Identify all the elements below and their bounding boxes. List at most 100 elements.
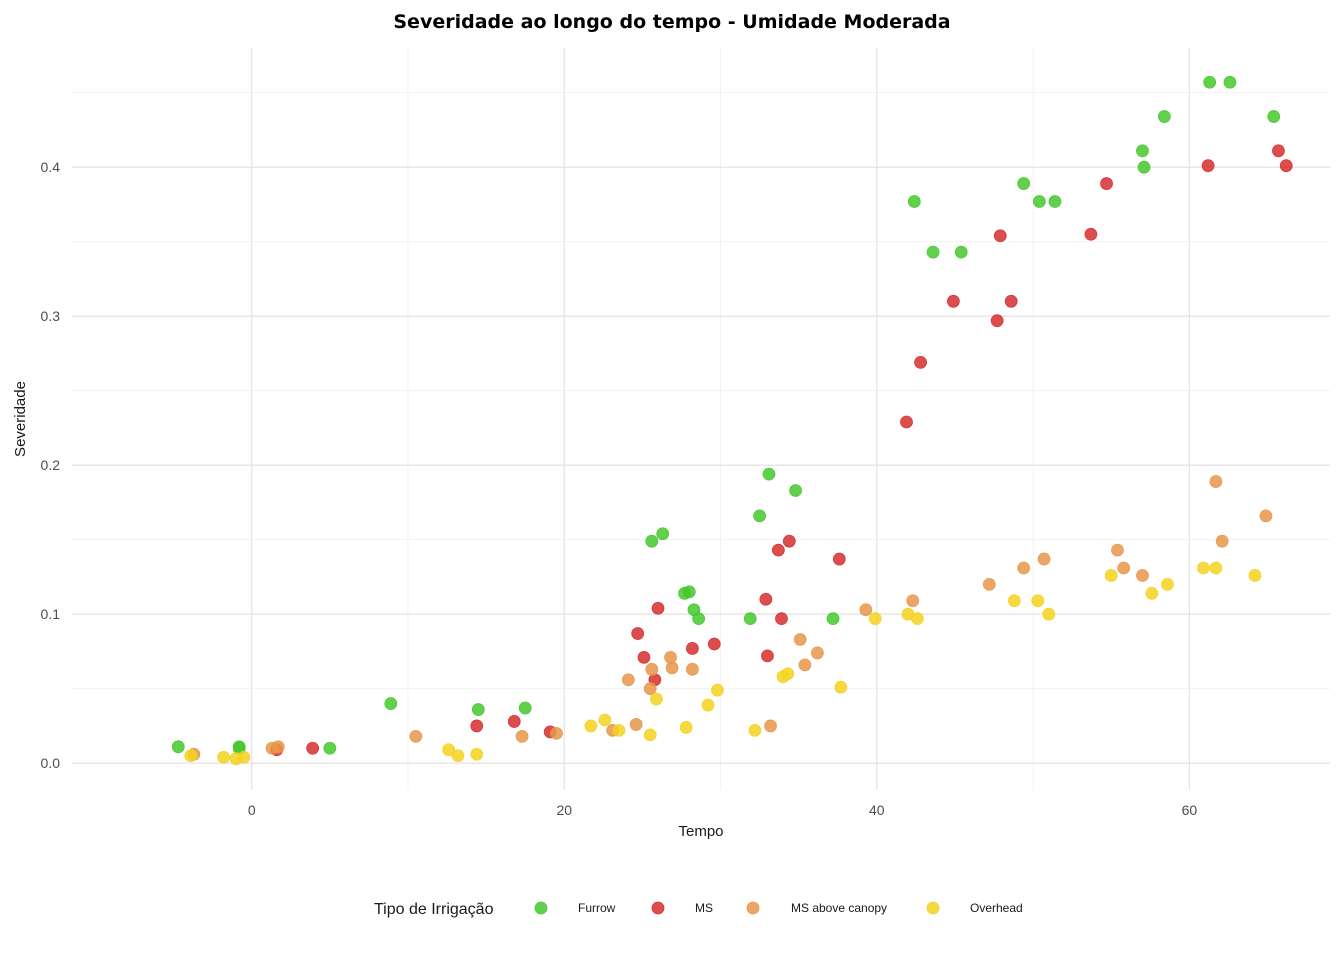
data-point <box>1157 110 1171 123</box>
y-tick-label: 0.1 <box>41 606 61 622</box>
series-furrow <box>171 75 1281 755</box>
data-point <box>637 650 651 664</box>
data-point <box>775 612 788 626</box>
data-point <box>451 749 465 763</box>
data-point <box>793 633 807 646</box>
data-point <box>832 552 846 566</box>
data-point <box>1223 75 1237 89</box>
data-point <box>1215 534 1229 548</box>
chart-title: Severidade ao longo do tempo - Umidade M… <box>393 11 950 33</box>
data-point <box>1209 561 1223 575</box>
data-point <box>629 718 643 731</box>
data-point <box>645 534 659 548</box>
data-point <box>764 719 777 733</box>
data-point <box>1272 144 1285 158</box>
data-point <box>761 649 774 663</box>
series-ms-above-canopy <box>187 475 1273 761</box>
data-point <box>217 750 230 764</box>
data-point <box>598 713 612 727</box>
data-point <box>664 650 677 664</box>
legend-label: MS above canopy <box>791 901 887 915</box>
data-point <box>442 743 456 757</box>
plot-grid <box>72 48 1330 790</box>
data-point <box>900 415 913 429</box>
data-point <box>1100 177 1113 190</box>
data-point <box>911 612 924 626</box>
y-tick-label: 0.0 <box>41 755 61 771</box>
x-tick-label: 20 <box>556 802 572 818</box>
data-point <box>798 658 812 672</box>
data-point <box>781 667 795 681</box>
data-point <box>271 740 285 754</box>
data-point <box>789 484 802 497</box>
data-point <box>665 661 679 675</box>
data-point <box>1279 159 1293 173</box>
data-point <box>811 646 824 660</box>
data-point <box>982 577 996 591</box>
data-point <box>782 534 796 548</box>
data-point <box>686 642 699 655</box>
data-point <box>1004 294 1018 308</box>
data-point <box>686 662 699 676</box>
data-point <box>1042 607 1056 621</box>
legend-label: MS <box>695 901 713 915</box>
data-point <box>237 750 251 764</box>
data-point <box>859 603 873 617</box>
data-point <box>946 294 960 308</box>
data-point <box>1117 561 1131 575</box>
data-point <box>1048 195 1062 208</box>
data-point <box>171 740 185 754</box>
legend-key <box>651 901 665 915</box>
data-point <box>1017 177 1031 190</box>
data-point <box>518 701 532 715</box>
data-point <box>711 683 724 697</box>
data-point <box>1136 144 1149 158</box>
data-point <box>471 703 485 716</box>
data-point <box>515 729 529 743</box>
data-point <box>1137 160 1151 174</box>
legend-key <box>746 901 760 915</box>
data-point <box>1197 561 1210 575</box>
series-ms <box>270 144 1293 757</box>
data-point <box>1017 561 1031 575</box>
data-point <box>701 698 715 712</box>
legend-key <box>926 901 940 915</box>
data-point <box>868 612 882 626</box>
data-point <box>926 245 940 259</box>
legend-label: Furrow <box>578 901 616 915</box>
data-point <box>1201 159 1215 173</box>
y-axis-title: Severidade <box>12 381 29 457</box>
data-point <box>907 195 921 208</box>
data-point <box>707 637 721 651</box>
axis-ticks: 0 20 40 60 0.0 0.1 0.2 0.3 0.4 <box>41 159 1198 818</box>
data-point <box>1032 195 1046 208</box>
y-tick-label: 0.3 <box>41 308 61 324</box>
data-point <box>1161 577 1174 591</box>
x-axis-title: Tempo <box>678 823 723 840</box>
data-point <box>550 726 563 740</box>
data-point <box>323 741 337 755</box>
data-point <box>834 680 848 694</box>
series-overhead <box>184 561 1262 766</box>
data-point <box>906 594 920 608</box>
data-point <box>1037 552 1051 566</box>
data-point <box>651 601 665 615</box>
data-point <box>759 592 773 606</box>
data-point <box>306 741 320 755</box>
x-tick-label: 0 <box>248 802 256 818</box>
data-point <box>826 612 840 626</box>
y-tick-label: 0.4 <box>41 159 61 175</box>
data-point <box>1136 569 1149 582</box>
data-point <box>631 627 645 640</box>
data-point <box>990 314 1004 328</box>
data-point <box>470 719 484 733</box>
y-tick-label: 0.2 <box>41 457 61 473</box>
data-point <box>743 612 757 626</box>
data-point <box>584 719 598 733</box>
data-point <box>1084 227 1098 241</box>
data-point <box>1259 509 1273 523</box>
x-tick-label: 60 <box>1182 802 1198 818</box>
data-points <box>171 75 1293 766</box>
data-point <box>762 467 776 481</box>
